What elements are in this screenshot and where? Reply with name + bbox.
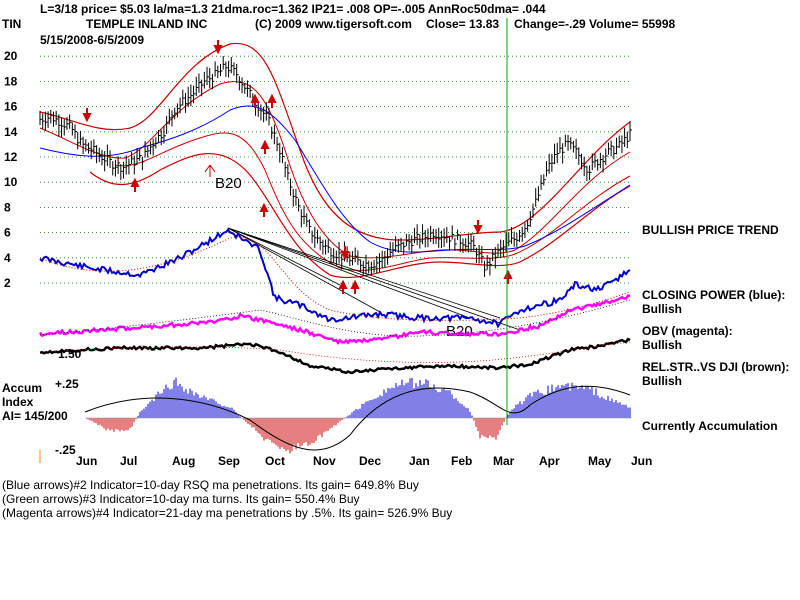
red-down-arrow <box>213 40 223 55</box>
price-axis-ticks: 20 18 16 14 12 10 8 6 4 2 <box>4 49 18 290</box>
red-up-arrow <box>350 279 360 294</box>
date-range: 5/15/2008-6/5/2009 <box>40 33 144 47</box>
red-up-arrow <box>267 93 277 108</box>
obv-ma <box>39 299 631 337</box>
signal-arrows <box>82 40 513 294</box>
y-tick-label: 6 <box>4 226 11 240</box>
y-tick-label: 2 <box>4 276 11 290</box>
inner-band-upper <box>39 81 631 259</box>
accum-title-2: Index <box>2 395 34 409</box>
header-line1: L=3/18 price= $5.03 la/ma=1.3 21dma.roc=… <box>40 2 546 16</box>
x-tick-label: Oct <box>265 454 285 468</box>
x-tick-label: Apr <box>539 454 560 468</box>
close-value: Close= 13.83 <box>426 17 499 31</box>
footer-line-magenta: (Magenta arrows)#4 Indicator=21-day ma p… <box>2 506 452 520</box>
accum-title: Accum <box>2 381 42 395</box>
b20-label-lower: B20 <box>446 323 473 340</box>
y-tick-label: 18 <box>4 74 18 88</box>
obv-line <box>38 294 631 345</box>
y-tick-label: 12 <box>4 150 18 164</box>
x-tick-label: Aug <box>172 454 195 468</box>
inner-band-lower <box>114 132 631 271</box>
label-accumulation-status: Currently Accumulation <box>642 419 778 433</box>
accum-upper-label: +.25 <box>55 377 79 391</box>
x-tick-label: Jun <box>76 454 97 468</box>
trendlines <box>227 227 521 331</box>
moving-average <box>39 105 631 253</box>
red-up-arrow <box>260 139 270 154</box>
x-tick-label: Nov <box>313 454 336 468</box>
red-down-arrow <box>82 108 92 123</box>
outer-band-lower <box>89 152 631 279</box>
red-up-arrow <box>250 93 260 108</box>
label-closing-power: CLOSING POWER (blue): <box>642 288 785 302</box>
closing-power-ma <box>39 236 631 321</box>
x-tick-label: Feb <box>451 454 472 468</box>
y-tick-label: 10 <box>4 175 18 189</box>
b20-label-upper: B20 <box>215 175 242 192</box>
x-tick-label: Dec <box>359 454 381 468</box>
red-up-arrow <box>338 279 348 294</box>
closing-power-line <box>39 228 631 329</box>
label-rel-strength-status: Bullish <box>642 374 682 388</box>
x-tick-label: Jan <box>409 454 430 468</box>
footer-line-blue: (Blue arrows)#2 Indicator=10-day RSQ ma … <box>2 478 419 492</box>
change-volume: Change=-.29 Volume= 55998 <box>514 17 676 31</box>
hollow-up-arrow <box>204 164 216 177</box>
x-tick-label: May <box>588 454 612 468</box>
x-tick-label: Sep <box>218 454 240 468</box>
red-down-arrow <box>473 220 483 235</box>
copyright: (C) 2009 www.tigersoft.com <box>255 17 412 31</box>
rel-strength-line <box>39 337 631 375</box>
accum-ai-value: AI= 145/200 <box>2 409 68 423</box>
ticker-symbol: TIN <box>2 17 21 31</box>
label-obv-status: Bullish <box>642 338 682 352</box>
x-tick-label: Jun <box>631 454 652 468</box>
footer-line-green: (Green arrows)#3 Indicator=10-day ma tur… <box>2 492 360 506</box>
x-tick-label: Jul <box>120 454 137 468</box>
y-tick-label: 4 <box>4 251 11 265</box>
label-obv: OBV (magenta): <box>642 324 733 338</box>
y-tick-label: 16 <box>4 100 18 114</box>
accum-ma <box>84 385 631 451</box>
label-closing-power-status: Bullish <box>642 302 682 316</box>
red-up-arrow <box>130 177 140 192</box>
red-down-arrow <box>340 246 350 261</box>
y-tick-label: 14 <box>4 125 18 139</box>
label-price-trend: BULLISH PRICE TREND <box>642 223 779 237</box>
x-tick-label: Mar <box>493 454 515 468</box>
price-bars <box>39 56 632 277</box>
accum-histogram <box>85 377 631 454</box>
outer-band-upper <box>39 42 631 241</box>
month-axis: Jun Jul Aug Sep Oct Nov Dec Jan Feb Mar Apr May Jun <box>76 454 652 468</box>
y-tick-label: 20 <box>4 49 18 63</box>
red-up-arrow <box>503 269 513 284</box>
red-up-arrow <box>259 202 269 217</box>
y-tick-label: 8 <box>4 200 11 214</box>
volume-scale-label: 1.50 <box>58 347 82 361</box>
company-name: TEMPLE INLAND INC <box>86 17 208 31</box>
label-rel-strength: REL.STR..VS DJI (brown): <box>642 360 789 374</box>
accum-lower-label: -.25 <box>55 443 76 457</box>
